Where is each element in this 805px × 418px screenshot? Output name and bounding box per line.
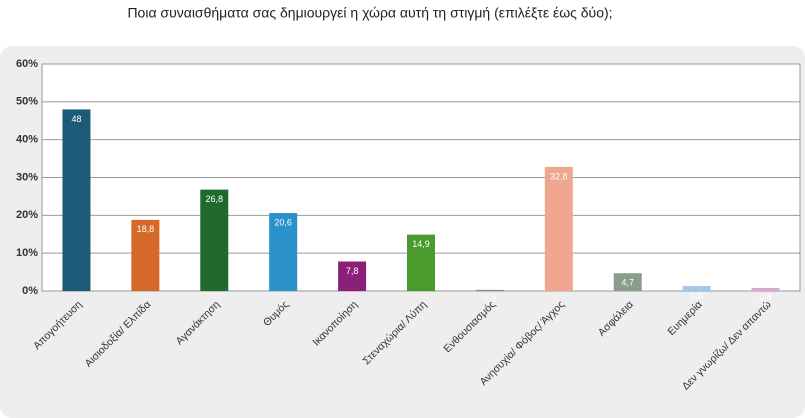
bar (407, 234, 435, 291)
y-tick-label: 30% (16, 171, 38, 183)
value-label: 26,8 (206, 194, 224, 204)
value-label: 0,3 (484, 294, 497, 304)
bar (62, 109, 91, 292)
bar (131, 219, 160, 291)
value-label: 32,8 (550, 171, 568, 181)
bar (475, 289, 504, 291)
y-tick-label: 50% (16, 96, 38, 108)
y-tick-label: 60% (16, 58, 38, 70)
bar (682, 286, 711, 291)
value-label: 18,8 (137, 224, 155, 234)
value-label: 20,6 (274, 217, 292, 227)
value-label: 7,8 (346, 266, 359, 276)
y-tick-label: 20% (16, 209, 38, 221)
value-label: 4,7 (621, 278, 634, 288)
y-tick-label: 40% (16, 134, 38, 146)
value-label: 48 (71, 114, 81, 124)
bar (544, 166, 573, 291)
bar (338, 261, 367, 291)
bar (751, 287, 780, 291)
value-label: 0,8 (759, 292, 772, 302)
chart-title: Ποια συναισθήματα σας δημιουργεί η χώρα … (127, 5, 612, 21)
bar (613, 273, 642, 291)
bar (200, 189, 229, 291)
y-tick-label: 10% (16, 247, 38, 259)
value-label: 1,3 (690, 290, 703, 300)
y-tick-label: 0% (22, 285, 38, 297)
value-label: 14,9 (412, 239, 430, 249)
bar (269, 213, 298, 291)
